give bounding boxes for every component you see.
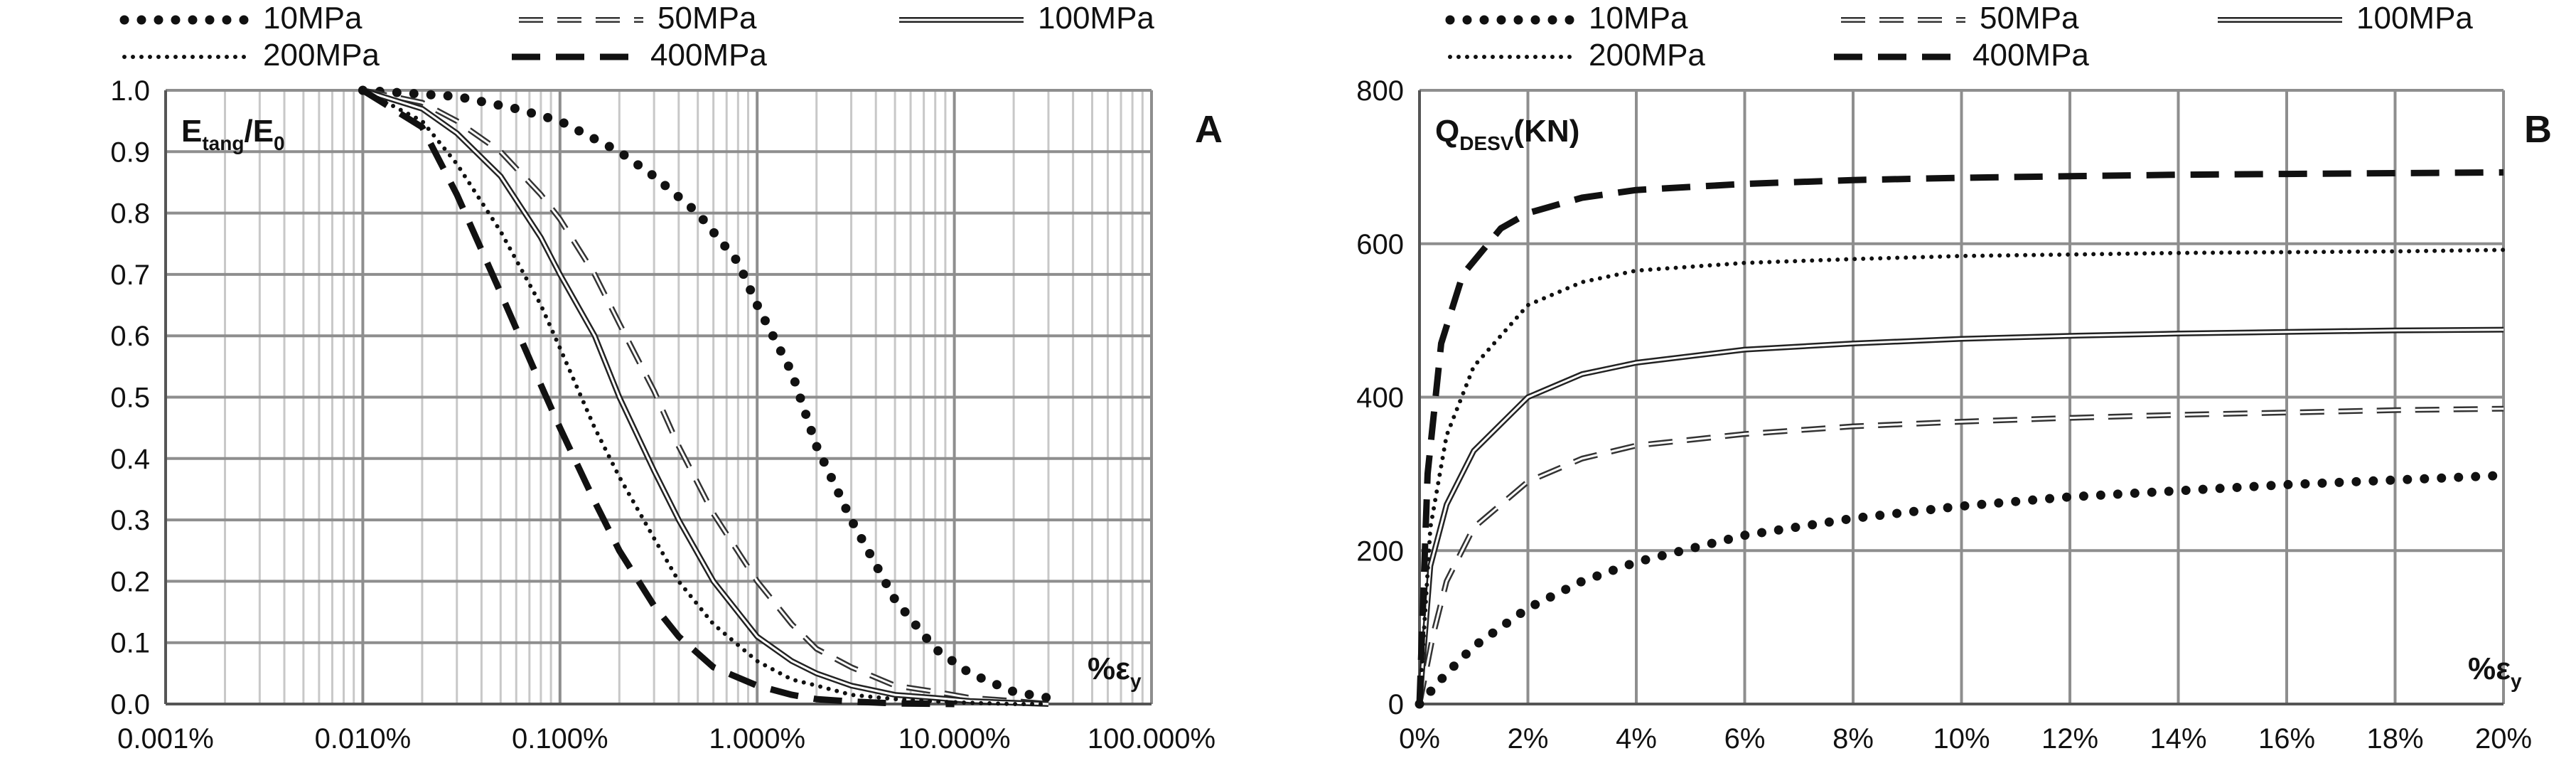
- chart-b-series-line-10mpa: [1415, 471, 2508, 709]
- chart-a-legend-item: 200MPa: [122, 38, 380, 73]
- chart-a-y-tick-label: 0.6: [110, 321, 150, 352]
- chart-b-legend-label: 200MPa: [1589, 38, 1705, 73]
- chart-b-x-tick-label: 6%: [1724, 723, 1766, 755]
- chart-b-x-tick-label: 18%: [2366, 723, 2423, 755]
- chart-b-x-label: %εy: [2468, 651, 2522, 692]
- chart-b-legend-item: 400MPa: [1834, 38, 2089, 73]
- chart-a-grid: [164, 89, 1153, 705]
- chart-a-y-tick-label: 0.8: [110, 198, 150, 230]
- chart-a-y-tick-label: 0.7: [110, 260, 150, 291]
- chart-a-y-tick-label: 0.5: [110, 383, 150, 414]
- chart-a-legend-label: 100MPa: [1038, 1, 1154, 36]
- chart-a-y-tick-label: 0.9: [110, 137, 150, 168]
- chart-b-legend-label: 50MPa: [1980, 1, 2079, 36]
- chart-b-y-label: QDESV(KN): [1435, 114, 1579, 154]
- chart-b-series-400mpa: [1416, 169, 2504, 705]
- chart-b-y-tick-label: 800: [1356, 75, 1404, 107]
- chart-a-legend-item: 100MPa: [899, 1, 1154, 36]
- chart-a-series-line-100mpa-inner: [362, 89, 1049, 705]
- chart-a-series-100mpa: [362, 87, 1049, 707]
- chart-b-legend-label: 100MPa: [2356, 1, 2473, 36]
- chart-b-series-line-200mpa: [1417, 247, 2506, 706]
- chart-b-x-tick-label: 20%: [2475, 723, 2532, 755]
- chart-b-series-line-50mpa-inner: [1418, 407, 2504, 705]
- chart-a-series-50mpa: [362, 87, 1049, 707]
- chart-b-x-tick-label: 0%: [1399, 723, 1440, 755]
- chart-a-y-tick-label: 0.1: [110, 628, 150, 659]
- chart-a-y-tick-label: 0.2: [110, 566, 150, 597]
- chart-b-grid: [1418, 89, 2505, 705]
- chart-a-series-line-400mpa: [361, 87, 955, 708]
- chart-a-legend-label: 50MPa: [658, 1, 757, 36]
- chart-a-x-tick-label: 0.001%: [117, 723, 214, 755]
- panel-b: 0 200 400 600 800 0% 2% 4% 6% 8% 10% 12% 14% 16% 18% 20…: [1356, 1, 2552, 755]
- chart-a-y-tick-label: 0.3: [110, 505, 150, 536]
- chart-b-x-tick-label: 2%: [1508, 723, 1549, 755]
- chart-b-legend-item: 200MPa: [1448, 38, 1705, 73]
- chart-a-x-tick-label: 100.000%: [1088, 723, 1215, 755]
- chart-a-legend-item: 10MPa: [119, 1, 363, 36]
- chart-b-x-tick-label: 14%: [2150, 723, 2206, 755]
- chart-b-x-tick-label: 10%: [1933, 723, 1990, 755]
- chart-b-x-tick-label: 8%: [1832, 723, 1874, 755]
- chart-b-legend-item: 10MPa: [1445, 1, 1688, 36]
- chart-b-y-tick-label: 400: [1356, 383, 1404, 414]
- chart-a-legend-label: 400MPa: [650, 38, 767, 73]
- chart-a-legend-label: 200MPa: [263, 38, 380, 73]
- chart-a-y-tick-label: 0.4: [110, 444, 150, 475]
- chart-b-series-10mpa: [1415, 471, 2508, 709]
- chart-b-series-line-400mpa: [1416, 169, 2504, 705]
- chart-b-x-tick-label: 12%: [2041, 723, 2098, 755]
- panel-a: 0.0 0.1 0.2 0.3 0.4 0.5 0.6 0.7 0.8 0.9 1.0 0.001% 0…: [110, 1, 1223, 755]
- chart-b-y-tick-label: 200: [1356, 535, 1404, 567]
- chart-a-legend-item: 50MPa: [519, 1, 757, 36]
- chart-b-legend-item: 50MPa: [1841, 1, 2079, 36]
- chart-a-series-400mpa: [361, 87, 955, 708]
- chart-b-x-tick-label: 4%: [1616, 723, 1657, 755]
- chart-b-y-tick-label: 0: [1388, 689, 1404, 720]
- chart-a-legend: 10MPa 50MPa 100MPa 200MPa 400MPa: [119, 1, 1154, 73]
- chart-b-y-tick-label: 600: [1356, 229, 1404, 260]
- chart-a-x-tick-label: 0.100%: [512, 723, 608, 755]
- chart-a-legend-label: 10MPa: [263, 1, 363, 36]
- chart-b-series-50mpa: [1417, 405, 2504, 705]
- chart-b-series-line-100mpa-inner: [1418, 329, 2504, 705]
- chart-a-series-line-50mpa-inner: [363, 89, 1049, 705]
- chart-b-series-200mpa: [1417, 247, 2506, 706]
- chart-a-series-line-10mpa: [358, 85, 1053, 703]
- chart-b-series-100mpa: [1417, 326, 2504, 705]
- chart-b-x-tick-label: 16%: [2258, 723, 2315, 755]
- chart-a-legend-item: 400MPa: [512, 38, 767, 73]
- chart-b-legend-label: 10MPa: [1589, 1, 1688, 36]
- chart-a-series-10mpa: [358, 85, 1053, 703]
- chart-b-legend-item: 100MPa: [2218, 1, 2473, 36]
- chart-a-x-label: %εy: [1088, 651, 1142, 692]
- chart-a-y-tick-label: 1.0: [110, 75, 150, 107]
- chart-a-panel-letter: A: [1195, 108, 1223, 151]
- chart-a-x-tick-label: 1.000%: [709, 723, 805, 755]
- chart-b-legend: 10MPa 50MPa 100MPa 200MPa 400MPa: [1445, 1, 2473, 73]
- chart-a-x-tick-label: 10.000%: [898, 723, 1011, 755]
- chart-a-y-label: Etang/E0: [181, 114, 285, 154]
- chart-a-x-tick-label: 0.010%: [315, 723, 412, 755]
- chart-a-y-tick-label: 0.0: [110, 689, 150, 720]
- chart-b-panel-letter: B: [2524, 108, 2552, 151]
- chart-b-legend-label: 400MPa: [1973, 38, 2089, 73]
